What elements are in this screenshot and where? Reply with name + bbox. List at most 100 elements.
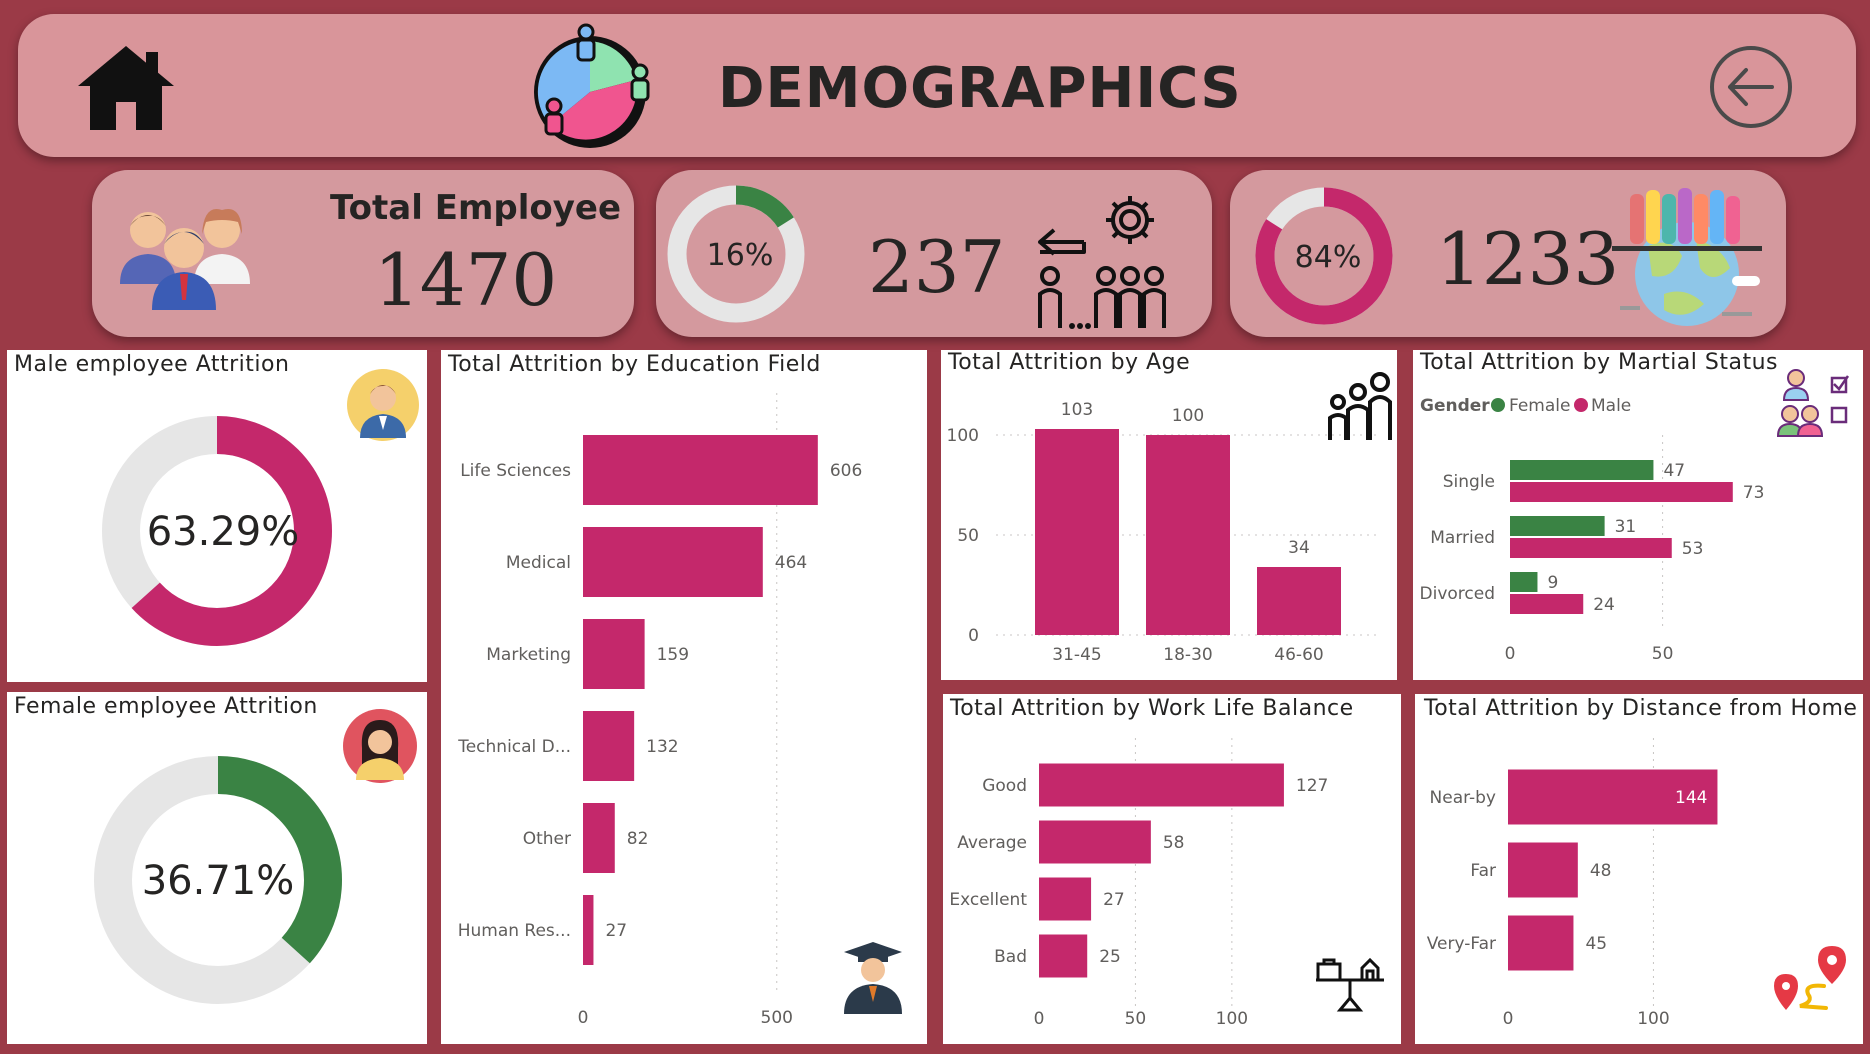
data-label: 100 xyxy=(1172,406,1204,426)
x-tick-label: 0 xyxy=(1034,1009,1045,1029)
x-tick-label: 0 xyxy=(1503,1009,1514,1029)
data-label: 464 xyxy=(775,553,807,573)
x-tick-label: 100 xyxy=(1216,1009,1248,1029)
category-label: Life Sciences xyxy=(460,461,571,481)
marital-panel xyxy=(1413,350,1863,680)
data-label: 606 xyxy=(830,461,862,481)
category-label: Near-by xyxy=(1430,788,1496,808)
bar xyxy=(1508,842,1578,898)
data-label: 53 xyxy=(1682,539,1704,559)
bar xyxy=(1508,769,1718,825)
graduate-icon xyxy=(844,942,902,1014)
distance-chart-title: Total Attrition by Distance from Home xyxy=(1424,696,1858,721)
data-label: 58 xyxy=(1163,833,1185,853)
x-tick-label: 50 xyxy=(1652,644,1674,664)
data-label: 24 xyxy=(1593,595,1615,615)
female-attrition-title: Female employee Attrition xyxy=(14,694,318,719)
male-attrition-donut: 63.29% xyxy=(102,416,332,646)
female-attrition-value: 36.71% xyxy=(142,858,295,904)
data-label: 144 xyxy=(1675,788,1707,808)
demographics-pie-icon xyxy=(534,23,650,148)
worklife-panel xyxy=(943,694,1401,1044)
globe-people-icon xyxy=(1612,188,1762,326)
x-tick-label: 500 xyxy=(761,1008,793,1028)
data-label: 127 xyxy=(1296,776,1328,796)
x-tick-label: 0 xyxy=(578,1008,589,1028)
category-label: Medical xyxy=(506,553,571,573)
male-attrition-title: Male employee Attrition xyxy=(14,352,290,377)
attrition-donut: 16% xyxy=(667,185,805,323)
data-label: 31 xyxy=(1615,517,1637,537)
attrition-percent-label: 16% xyxy=(707,238,774,273)
marital-bar-chart: Gender Female Male 0 50 Single 47 73 Married 31 53… xyxy=(1420,396,1765,664)
bar xyxy=(583,619,645,689)
data-label: 47 xyxy=(1663,461,1685,481)
male-avatar-icon xyxy=(347,369,419,441)
category-label: Marketing xyxy=(486,645,571,665)
education-bar-chart: 0 500 Life Sciences 606 Medical 464 Marketing 1… xyxy=(457,393,862,1028)
legend-title: Gender xyxy=(1420,396,1490,416)
data-label: 25 xyxy=(1099,947,1121,967)
legend-female-marker xyxy=(1491,398,1505,412)
bar-female xyxy=(1510,460,1654,480)
bar xyxy=(1039,763,1284,807)
bar-female xyxy=(1510,572,1538,592)
y-tick-label: 100 xyxy=(947,426,979,446)
category-label: Good xyxy=(982,776,1027,796)
worklife-bar-chart: 0 50 100 Good 127 Average 58 Excellent 27 Bad 25 xyxy=(949,738,1328,1029)
header-bar xyxy=(18,14,1856,157)
marital-chart-title: Total Attrition by Martial Status xyxy=(1420,350,1778,375)
bar xyxy=(583,803,615,873)
legend-male-marker xyxy=(1574,398,1588,412)
category-label: Very-Far xyxy=(1427,934,1496,954)
data-label: 73 xyxy=(1743,483,1765,503)
bar xyxy=(1039,934,1088,978)
legend-female-label: Female xyxy=(1509,396,1570,416)
attrition-count: 237 xyxy=(868,225,1006,309)
retained-percent-label: 84% xyxy=(1295,240,1362,275)
bar xyxy=(583,895,594,965)
category-label: Average xyxy=(957,833,1027,853)
back-arrow-icon[interactable] xyxy=(1708,44,1794,130)
category-label: 46-60 xyxy=(1274,645,1323,665)
data-label: 27 xyxy=(605,921,627,941)
home-icon[interactable] xyxy=(76,42,176,132)
x-tick-label: 50 xyxy=(1125,1009,1147,1029)
data-label: 159 xyxy=(657,645,689,665)
age-chart-title: Total Attrition by Age xyxy=(948,350,1191,375)
page-title: DEMOGRAPHICS xyxy=(718,56,1242,121)
couple-checklist-icon xyxy=(1776,369,1850,437)
distance-bar-chart: 0 100 Near-by 144 Far 48 Very-Far 45 xyxy=(1427,738,1718,1029)
data-label: 82 xyxy=(627,829,649,849)
x-tick-label: 100 xyxy=(1637,1009,1669,1029)
data-label: 9 xyxy=(1547,573,1558,593)
data-label: 45 xyxy=(1585,934,1607,954)
data-label: 103 xyxy=(1061,400,1093,420)
bar xyxy=(583,711,635,781)
category-label: Bad xyxy=(994,947,1027,967)
data-label: 34 xyxy=(1288,538,1310,558)
attrition-people-icon xyxy=(1038,196,1166,329)
work-life-balance-icon xyxy=(1316,957,1384,1012)
family-icon xyxy=(1328,372,1392,440)
bar-male xyxy=(1510,482,1733,502)
total-employee-value: 1470 xyxy=(374,238,558,322)
x-tick-label: 0 xyxy=(1505,644,1516,664)
category-label: 18-30 xyxy=(1163,645,1212,665)
category-label: Excellent xyxy=(949,890,1027,910)
female-avatar-icon xyxy=(343,709,417,783)
education-chart-title: Total Attrition by Education Field xyxy=(448,352,821,377)
bar-male xyxy=(1510,594,1584,614)
category-label: Technical D... xyxy=(457,737,571,757)
y-tick-label: 50 xyxy=(957,526,979,546)
bar xyxy=(583,435,818,505)
data-label: 27 xyxy=(1103,890,1125,910)
category-label: Married xyxy=(1430,528,1495,548)
retained-count: 1233 xyxy=(1436,217,1620,301)
category-label: Other xyxy=(523,829,571,849)
category-label: Far xyxy=(1470,861,1496,881)
bar xyxy=(583,527,763,597)
bar xyxy=(1146,435,1230,635)
bar xyxy=(1508,915,1574,971)
bar-male xyxy=(1510,538,1672,558)
